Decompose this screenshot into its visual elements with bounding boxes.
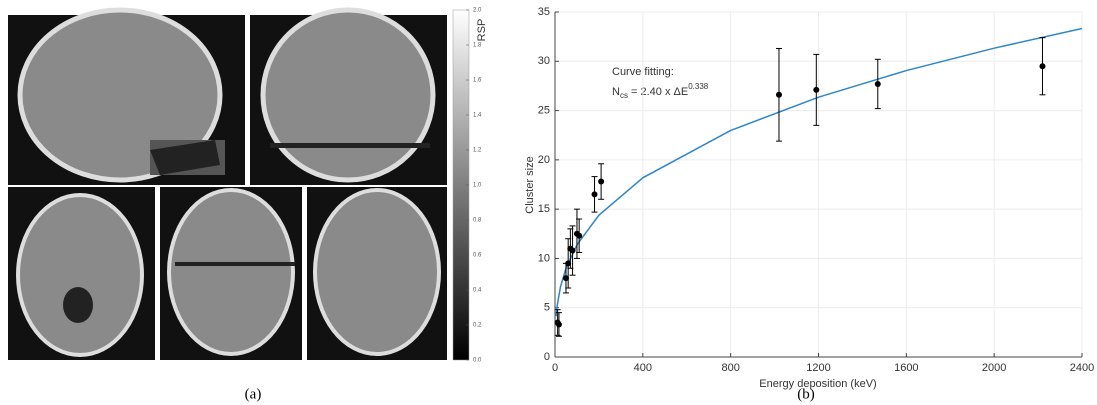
x-axis-label: Energy deposition (keV): [759, 378, 876, 390]
colorbar-tick-label: 0.6: [473, 253, 482, 259]
point: [1039, 63, 1046, 70]
fit-curve: [555, 27, 1083, 317]
ear-canal: [175, 262, 295, 266]
head: [17, 7, 223, 183]
point: [576, 232, 583, 239]
colorbar-tick-label: 0.4: [473, 288, 482, 294]
y-tick-label: 35: [538, 6, 550, 18]
airway: [63, 287, 93, 323]
colorbar-tick-label: 1.4: [473, 113, 482, 119]
point: [775, 91, 782, 98]
y-axis-label: Cluster size: [524, 156, 536, 213]
y-tick-label: 0: [544, 351, 550, 363]
point: [874, 80, 881, 87]
colorbar-ticks: 0.0 0.2 0.4 0.6 0.8 1.0 1.2 1.4 1.6 1.8 2.0: [466, 8, 482, 364]
y-tick-label: 25: [538, 104, 550, 116]
point: [598, 178, 605, 185]
x-tick-label: 1200: [806, 362, 830, 374]
y-tick-label: 5: [544, 302, 550, 314]
formula-part: = 2.40 x ΔE: [628, 86, 688, 98]
point: [562, 275, 569, 282]
colorbar-tick-label: 1.6: [473, 78, 482, 84]
colorbar-tick-label: 1.2: [473, 148, 482, 154]
colorbar-tick-label: 1.8: [473, 43, 482, 49]
caption: (a): [245, 386, 262, 402]
head: [313, 188, 441, 356]
formula-part: 0.338: [688, 82, 709, 91]
colorbar-tick-label: 0.2: [473, 323, 482, 329]
head: [260, 7, 436, 183]
colorbar-tick-label: 0.0: [473, 358, 482, 364]
point: [813, 86, 820, 93]
airway: [150, 140, 220, 175]
colorbar-label: RSP: [476, 19, 488, 42]
ear-canal: [270, 143, 430, 148]
annotation-formula: Ncs = 2.40 x ΔE0.338: [612, 82, 709, 100]
x-tick-label: 2400: [1070, 362, 1094, 374]
point: [591, 191, 598, 198]
colorbar-tick-label: 1.0: [473, 183, 482, 189]
x-tick-label: 800: [721, 362, 739, 374]
colorbar-tick-label: 0.8: [473, 218, 482, 224]
y-tick-label: 30: [538, 55, 550, 67]
x-tick-label: 0: [552, 362, 558, 374]
x-tick-label: 2000: [982, 362, 1006, 374]
x-tick-label: 400: [634, 362, 652, 374]
colorbar-tick-label: 2.0: [473, 8, 482, 14]
caption: (b): [797, 386, 815, 402]
formula-part: N: [612, 86, 620, 98]
ct-images: [8, 7, 447, 360]
head: [167, 188, 295, 356]
head: [16, 193, 144, 357]
x-tick-label: 1600: [894, 362, 918, 374]
y-tick-label: 10: [538, 252, 550, 264]
point: [569, 247, 576, 254]
point: [565, 260, 572, 267]
formula-part: cs: [620, 91, 628, 100]
y-tick-label: 15: [538, 203, 550, 215]
y-tick-label: 20: [538, 154, 550, 166]
point: [555, 321, 562, 328]
